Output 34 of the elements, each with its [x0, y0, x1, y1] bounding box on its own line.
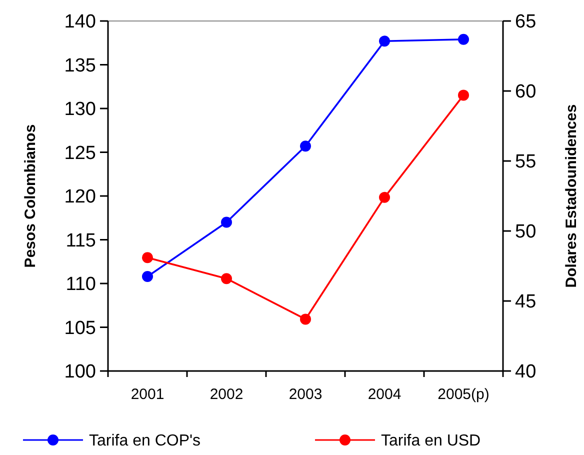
x-tick-label: 2004: [368, 386, 402, 403]
y-tick-label: 120: [64, 186, 96, 208]
y2-tick-label: 50: [515, 222, 536, 243]
y-axis-title: Pesos Colombianos: [22, 124, 39, 268]
y-tick-label: 100: [64, 362, 96, 383]
point: [458, 90, 469, 101]
y-tick-label: 140: [64, 12, 96, 33]
y2-tick-label: 60: [515, 82, 536, 103]
y2-tick-label: 65: [515, 12, 536, 33]
y-tick-label: 125: [64, 142, 96, 164]
x-tick-label: 2005(p): [438, 386, 490, 403]
point: [300, 314, 311, 325]
y-tick-label: 110: [66, 274, 96, 296]
point: [458, 34, 469, 45]
y-tick-label: 135: [64, 55, 96, 76]
y-tick-label: 130: [64, 99, 96, 120]
y2-axis-title: Dolares Estadounidences: [563, 104, 580, 288]
point: [379, 192, 390, 203]
y-tick-label: 105: [64, 318, 96, 339]
point: [221, 216, 232, 228]
point: [379, 36, 390, 47]
point: [300, 140, 311, 152]
point: [142, 252, 153, 264]
x-tick-label: 2003: [288, 386, 322, 403]
legend-label: Tarifa en COP's: [89, 432, 201, 450]
y2-tick-label: 45: [515, 292, 536, 313]
point: [221, 273, 232, 284]
y-tick-label: 115: [66, 230, 96, 252]
legend-label: Tarifa en USD: [381, 432, 481, 450]
x-tick-label: 2001: [130, 386, 164, 403]
y2-tick-label: 40: [515, 362, 536, 383]
x-tick-label: 2002: [210, 386, 244, 403]
point: [142, 271, 153, 282]
y2-tick-label: 55: [515, 152, 536, 173]
